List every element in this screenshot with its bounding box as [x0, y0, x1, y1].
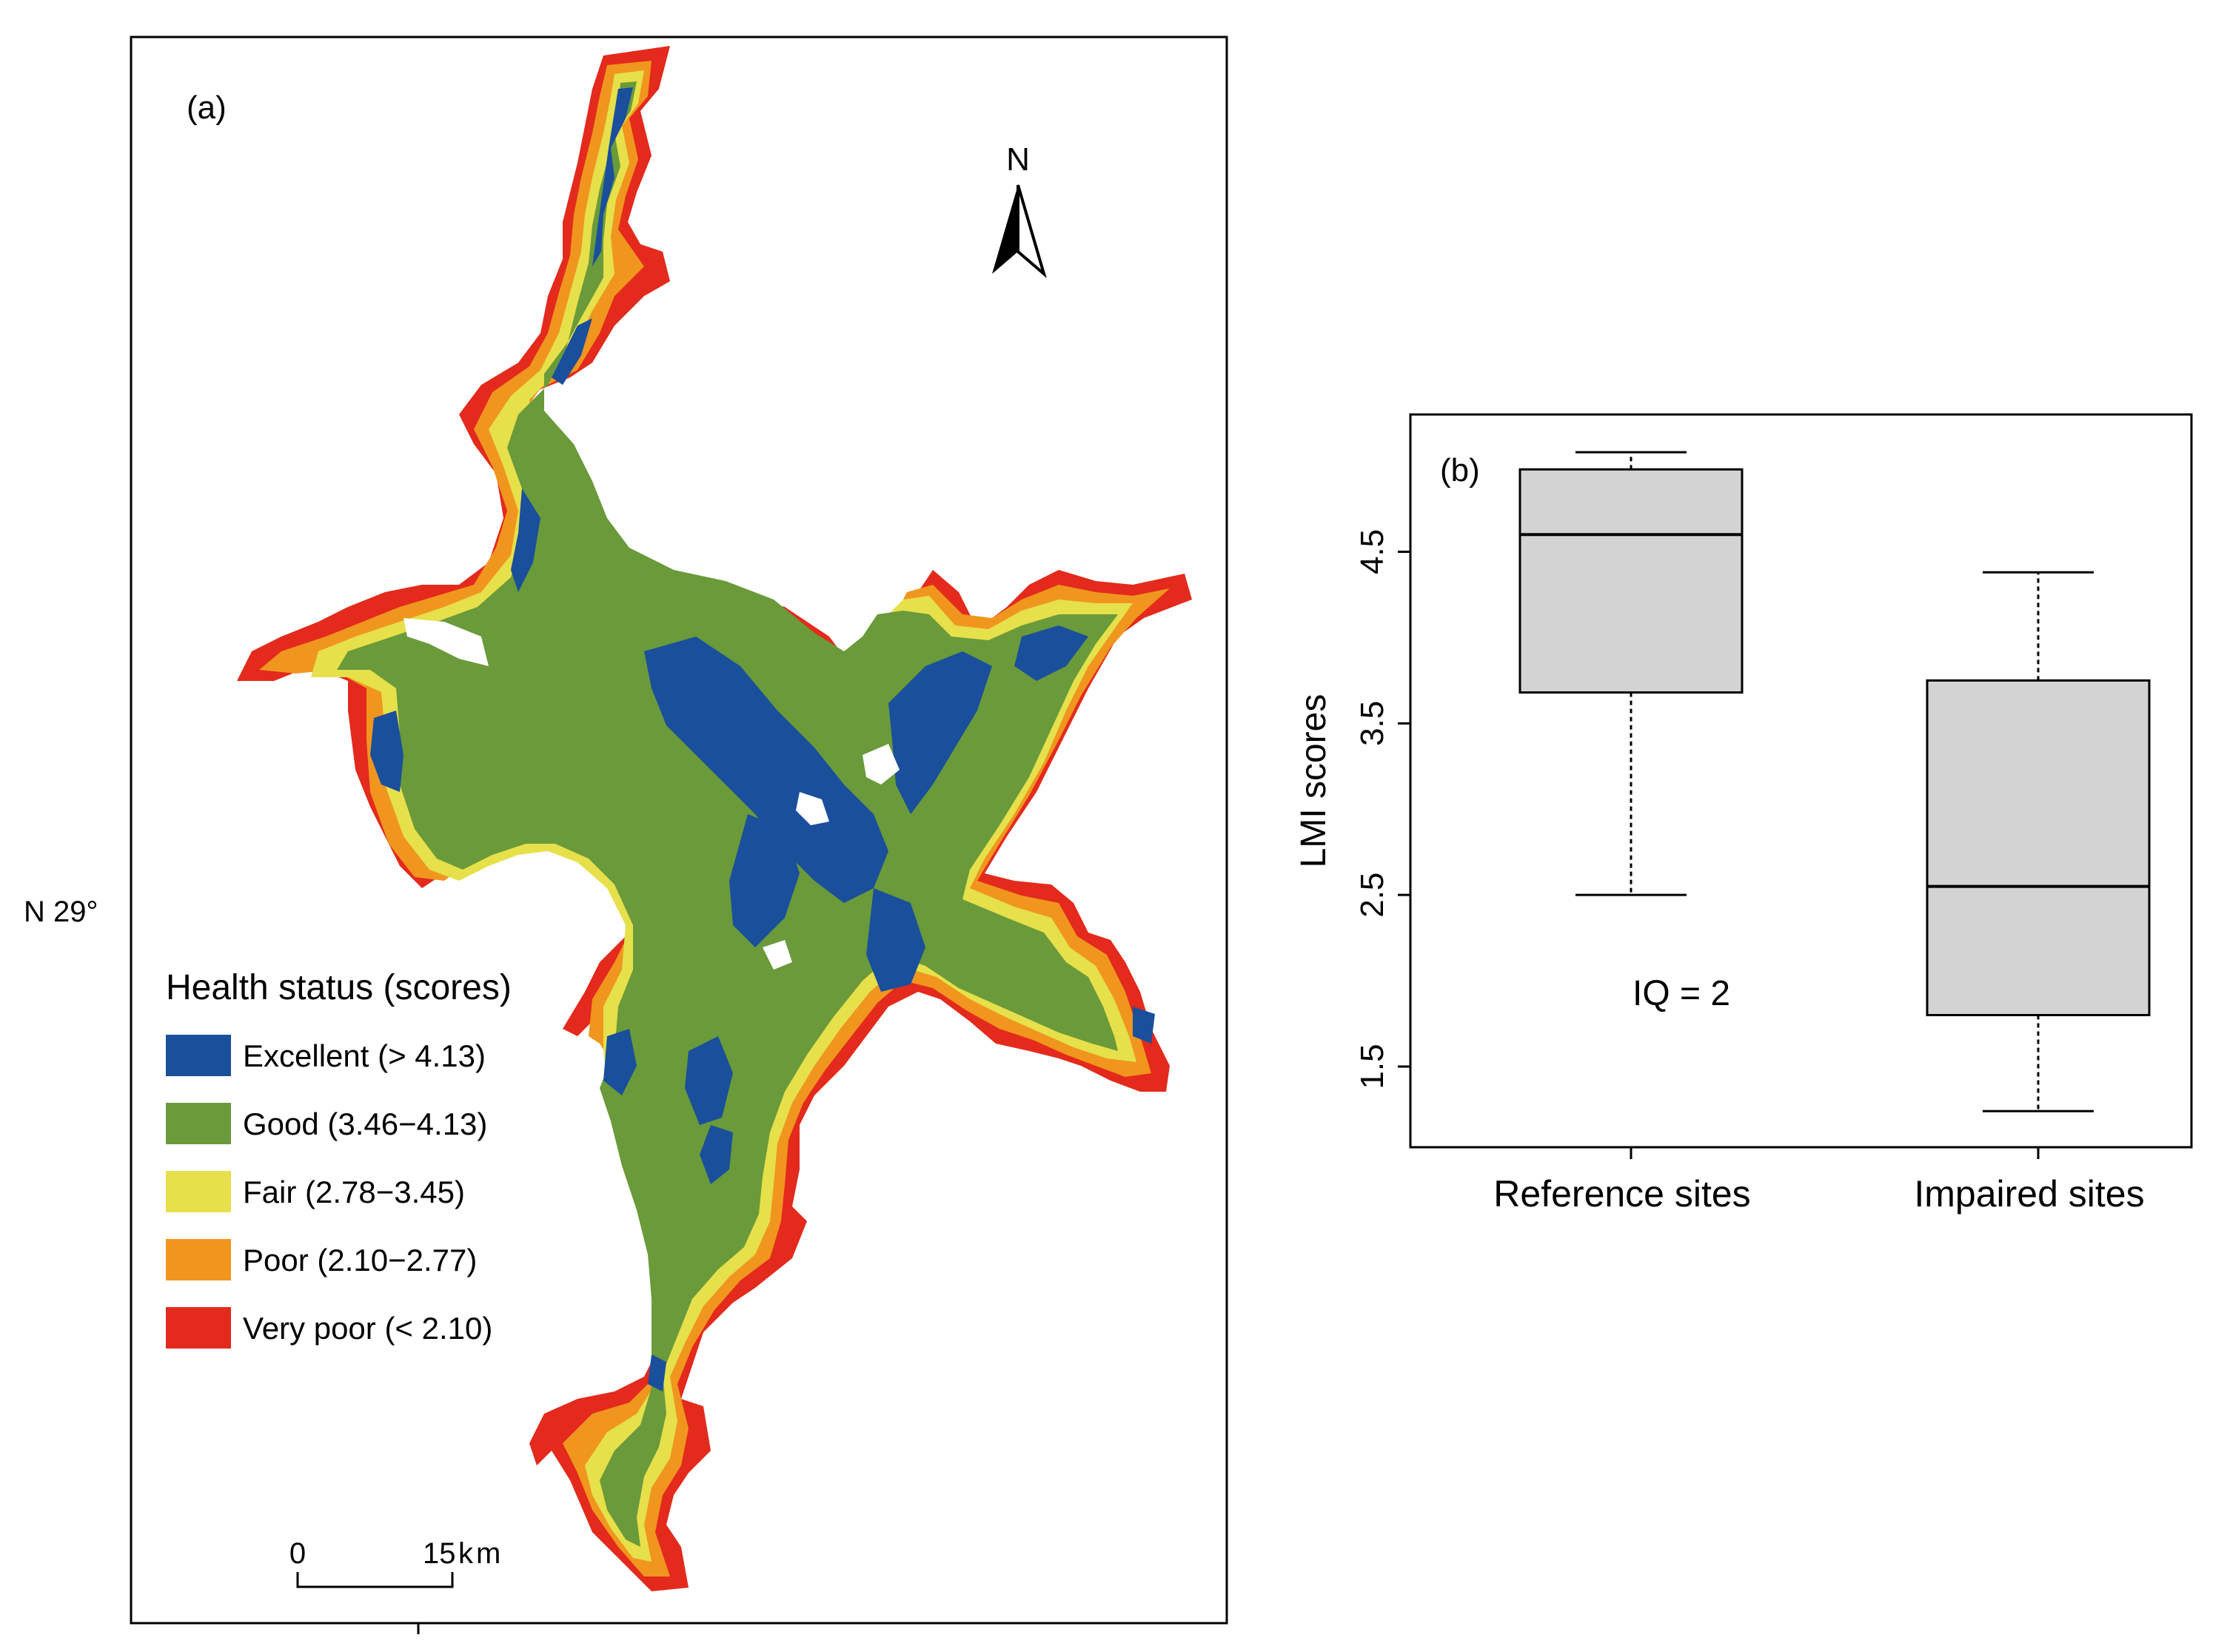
legend-swatch	[166, 1307, 231, 1349]
legend-label: Good (3.46−4.13)	[243, 1107, 487, 1141]
y-tick-label: 1.5	[1354, 1044, 1390, 1089]
panel-b: (b) LMI scores 1.5 2.5 3.5 4.5 Reference si…	[1294, 413, 2193, 1215]
iqr-box	[1518, 468, 1744, 694]
iq-annotation: IQ = 2	[1632, 974, 1730, 1013]
legend-swatch	[166, 1171, 231, 1212]
y-tick-label: 3.5	[1354, 701, 1390, 746]
scale-unit-label: km	[458, 1537, 503, 1570]
box-plots	[1518, 451, 2151, 1112]
legend-swatch	[166, 1239, 231, 1280]
y-tick-label: 4.5	[1354, 529, 1390, 574]
legend-swatch	[166, 1035, 231, 1076]
legend-swatch	[166, 1103, 231, 1144]
lat-label: N 29°	[24, 896, 98, 928]
lake-map	[237, 46, 1192, 1591]
scale-bar-line	[296, 1572, 454, 1588]
panel-b-label: (b)	[1440, 452, 1480, 488]
north-arrow: N	[992, 141, 1047, 278]
lake-excellent-zone	[370, 87, 1155, 1391]
panel-a: (a) N N 29° Health status (scores) Excel…	[24, 36, 1228, 1634]
y-axis: 1.5 2.5 3.5 4.5	[1354, 529, 1410, 1089]
legend-title: Health status (scores)	[166, 968, 512, 1007]
legend-label: Excellent (> 4.13)	[243, 1038, 486, 1073]
legend-label: Poor (2.10−2.77)	[243, 1243, 477, 1277]
lake-islands	[403, 618, 900, 970]
box-2	[1926, 571, 2151, 1112]
x-tick-label: Impaired sites	[1914, 1173, 2144, 1215]
north-label: N	[1006, 141, 1030, 178]
iqr-box	[1926, 679, 2151, 1016]
lake-good-zone	[337, 81, 1118, 1547]
legend-label: Very poor (< 2.10)	[243, 1311, 492, 1346]
scale-end-label: 15	[423, 1537, 456, 1570]
x-tick-label: Reference sites	[1493, 1173, 1750, 1215]
scale-start-label: 0	[289, 1537, 306, 1570]
north-arrow-icon	[992, 185, 1018, 274]
scale-bar: 0 15 km	[289, 1537, 503, 1588]
legend-label: Fair (2.78−3.45)	[243, 1175, 465, 1209]
panel-a-label: (a)	[187, 90, 227, 126]
y-tick-label: 2.5	[1354, 873, 1390, 918]
box-1	[1518, 451, 1744, 896]
x-axis: Reference sites Impaired sites	[1493, 1147, 2145, 1215]
y-axis-label: LMI scores	[1294, 694, 1333, 868]
map-legend: Health status (scores) Excellent (> 4.13…	[166, 968, 512, 1349]
